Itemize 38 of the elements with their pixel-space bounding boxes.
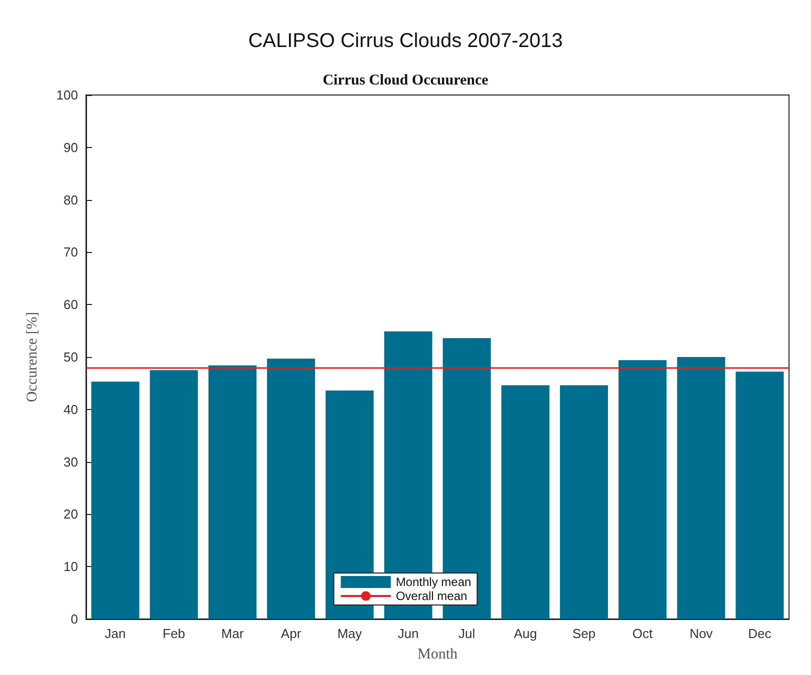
x-tick-label: May bbox=[337, 626, 362, 641]
chart-title: CALIPSO Cirrus Clouds 2007-2013 bbox=[248, 30, 563, 52]
legend-label: Monthly mean bbox=[396, 575, 472, 589]
x-tick-label: Mar bbox=[221, 626, 244, 641]
bar bbox=[91, 382, 140, 619]
x-tick-label: Jun bbox=[398, 626, 419, 641]
y-axis-title: Occurence [%] bbox=[24, 312, 40, 402]
y-tick-label: 0 bbox=[70, 612, 78, 626]
y-tick-label: 80 bbox=[64, 192, 78, 208]
y-tick-label: 70 bbox=[64, 244, 78, 260]
y-tick-label: 10 bbox=[64, 559, 78, 574]
x-tick-label: Nov bbox=[690, 626, 714, 641]
x-tick-label: Oct bbox=[632, 626, 654, 641]
x-axis-title: Month bbox=[417, 646, 458, 662]
x-tick-label: Dec bbox=[748, 626, 772, 641]
bar bbox=[208, 365, 256, 619]
y-tick-label: 50 bbox=[64, 350, 78, 364]
bar bbox=[501, 385, 550, 619]
x-tick-label: Apr bbox=[280, 626, 302, 641]
x-tick-label: Aug bbox=[514, 626, 537, 641]
bar bbox=[150, 370, 198, 619]
bar bbox=[677, 357, 726, 619]
x-tick-label: Jan bbox=[104, 626, 126, 641]
bar bbox=[618, 360, 667, 619]
x-tick-label: Sep bbox=[572, 626, 596, 641]
y-tick-label: 90 bbox=[64, 140, 78, 155]
y-tick-label: 40 bbox=[64, 402, 78, 417]
y-tick-label: 100 bbox=[56, 88, 78, 102]
y-tick-label: 30 bbox=[64, 454, 78, 470]
x-tick-label: Feb bbox=[162, 626, 186, 641]
bar bbox=[736, 372, 784, 619]
x-tick-label: Jul bbox=[458, 626, 476, 641]
y-tick-label: 20 bbox=[64, 506, 78, 522]
bar bbox=[267, 358, 316, 619]
legend-label: Overall mean bbox=[396, 589, 468, 603]
y-tick-label: 60 bbox=[64, 297, 78, 312]
chart-subtitle: Cirrus Cloud Occuurence bbox=[322, 72, 489, 88]
bar bbox=[560, 385, 608, 619]
